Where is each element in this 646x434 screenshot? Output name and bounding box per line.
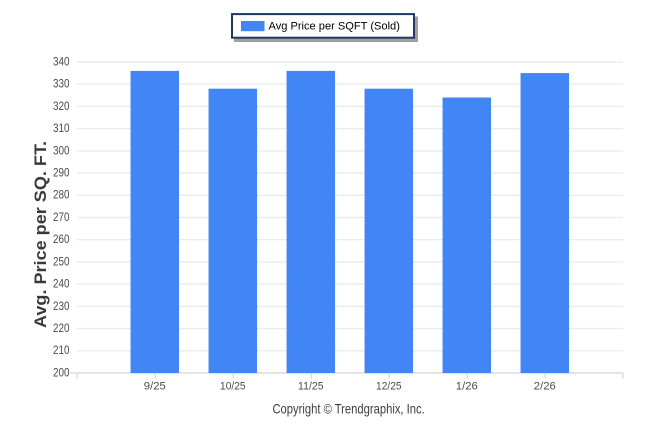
svg-text:Avg Price per SQFT (Sold): Avg Price per SQFT (Sold) <box>269 20 400 32</box>
svg-text:230: 230 <box>53 300 70 313</box>
svg-text:310: 310 <box>53 122 70 135</box>
svg-text:260: 260 <box>53 233 70 246</box>
svg-text:290: 290 <box>53 167 70 180</box>
svg-text:10/25: 10/25 <box>220 381 246 393</box>
svg-text:220: 220 <box>53 322 70 335</box>
svg-text:270: 270 <box>53 211 70 224</box>
svg-text:12/25: 12/25 <box>376 381 402 393</box>
svg-text:330: 330 <box>53 78 70 91</box>
svg-text:9/25: 9/25 <box>144 381 166 393</box>
svg-text:340: 340 <box>53 55 70 68</box>
svg-text:320: 320 <box>53 100 70 113</box>
svg-text:200: 200 <box>53 366 70 379</box>
svg-text:Copyright © Trendgraphix, Inc.: Copyright © Trendgraphix, Inc. <box>272 400 424 416</box>
svg-text:250: 250 <box>53 255 70 268</box>
svg-text:210: 210 <box>53 344 70 357</box>
svg-text:Avg. Price per SQ. FT.: Avg. Price per SQ. FT. <box>31 141 50 328</box>
svg-text:280: 280 <box>53 189 70 202</box>
svg-text:11/25: 11/25 <box>298 381 324 393</box>
svg-text:1/26: 1/26 <box>456 381 478 393</box>
svg-text:300: 300 <box>53 144 70 157</box>
svg-text:2/26: 2/26 <box>534 381 556 393</box>
svg-text:240: 240 <box>53 278 70 291</box>
